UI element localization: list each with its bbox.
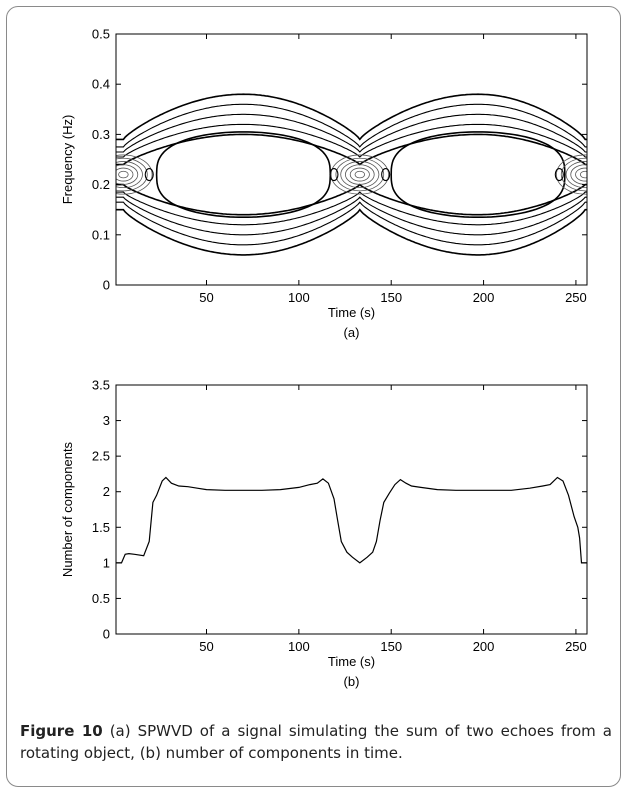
y-axis-ticks-a: 0 0.1 0.2 0.3 0.4 0.5 xyxy=(92,27,587,293)
x-tick-label: 50 xyxy=(199,290,213,305)
figure-caption: Figure 10 (a) SPWVD of a signal simulati… xyxy=(20,720,612,764)
x-axis-ticks-a: 50 100 150 200 250 xyxy=(199,34,587,305)
x-tick-label: 150 xyxy=(380,290,402,305)
x-tick-label: 100 xyxy=(288,639,310,654)
x-tick-label: 250 xyxy=(565,290,587,305)
crossing-ring xyxy=(354,170,366,179)
x-tick-label: 200 xyxy=(473,639,495,654)
contour-upper-outer xyxy=(116,93,587,141)
y-tick-label: 0.3 xyxy=(92,127,110,142)
y-tick-label: 0.5 xyxy=(92,591,110,606)
y-tick-label: 2 xyxy=(103,484,110,499)
figure-number: Figure 10 xyxy=(20,722,103,740)
contour-upper-inner xyxy=(116,133,587,166)
crossing-side-contour xyxy=(554,168,564,182)
x-tick-label: 150 xyxy=(380,639,402,654)
components-series-line xyxy=(116,476,587,564)
y-tick-label: 1 xyxy=(103,555,110,570)
inner-lobe-contour-1 xyxy=(155,131,332,218)
x-tick-label: 200 xyxy=(473,290,495,305)
crossing-side-contour xyxy=(607,169,615,181)
contour-lower-4 xyxy=(116,191,587,226)
y-axis-label-b: Number of components xyxy=(60,441,75,577)
y-tick-label: 0.4 xyxy=(92,77,110,92)
crossing-pattern-2 xyxy=(329,154,391,195)
contour-lower-2 xyxy=(116,201,587,246)
contour-upper-2 xyxy=(116,103,587,148)
crossing-ring xyxy=(340,161,380,189)
crossing-ring xyxy=(116,154,153,195)
crossing-ring xyxy=(116,161,143,189)
crossing-ring xyxy=(118,170,129,179)
crossing-ring xyxy=(560,157,587,192)
y-tick-label: 3.5 xyxy=(92,378,110,393)
figure-canvas: 50 100 150 200 250 00.10.20.30.40.5 Time (s)… xyxy=(60,27,615,689)
contour-lower-outer xyxy=(116,208,587,256)
crossing-pattern-1 xyxy=(116,154,154,195)
y-tick-label: 0.5 xyxy=(92,27,110,42)
panel-label-a: (a) xyxy=(344,325,360,340)
crossing-ring xyxy=(116,167,134,182)
crossing-ring xyxy=(556,154,587,195)
crossing-ring xyxy=(116,157,148,192)
plot-b-frame xyxy=(115,384,588,635)
x-tick-label: 50 xyxy=(199,639,213,654)
y-axis-label-a: Frequency (Hz) xyxy=(60,115,75,205)
y-tick-label: 0.1 xyxy=(92,227,110,242)
contour-lower-inner xyxy=(116,183,587,216)
contour-lines xyxy=(116,93,615,256)
spwvd-contour-panel: 50 100 150 200 250 0 0.1 0.2 0.3 0.4 0.5 Time (s)… xyxy=(60,27,615,340)
crossing-side-contour xyxy=(144,168,154,182)
x-tick-label: 250 xyxy=(565,639,587,654)
crossing-ring xyxy=(565,161,587,189)
plot-a-frame xyxy=(115,33,588,286)
x-axis-label-a: Time (s) xyxy=(328,305,375,320)
y-axis-ticks-b: 0 0.5 1 1.5 2 2.5 3 3.5 xyxy=(92,378,587,642)
panel-label-b: (b) xyxy=(344,674,360,689)
x-axis-label-b: Time (s) xyxy=(328,654,375,669)
contour-upper-3 xyxy=(116,113,587,153)
crossing-side-contour xyxy=(381,168,391,182)
y-tick-label: 3 xyxy=(103,413,110,428)
components-panel: 50 100 150 200 250 0 0.5 1 1.5 2 2.5 3 3.5 Time (s)… xyxy=(60,378,588,689)
inner-lobe-contour-2 xyxy=(390,131,566,218)
y-tick-label: 0 xyxy=(103,627,110,642)
crossing-ring xyxy=(345,164,375,185)
y-tick-label: 2.5 xyxy=(92,449,110,464)
crossing-ring xyxy=(349,167,370,182)
y-tick-label: 0.2 xyxy=(92,177,110,192)
crossing-ring xyxy=(116,164,139,185)
crossing-side-contour xyxy=(329,168,339,182)
y-tick-label: 0 xyxy=(103,278,110,293)
contour-upper-4 xyxy=(116,123,587,158)
x-axis-ticks-b: 50 100 150 200 250 xyxy=(199,385,587,654)
x-tick-label: 100 xyxy=(288,290,310,305)
y-tick-label: 1.5 xyxy=(92,520,110,535)
crossing-ring xyxy=(335,157,385,192)
crossing-ring xyxy=(579,170,587,179)
contour-lower-3 xyxy=(116,196,587,236)
crossing-ring xyxy=(330,154,389,195)
crossing-ring xyxy=(575,167,587,182)
figure-caption-text: (a) SPWVD of a signal simulating the sum… xyxy=(20,722,612,762)
